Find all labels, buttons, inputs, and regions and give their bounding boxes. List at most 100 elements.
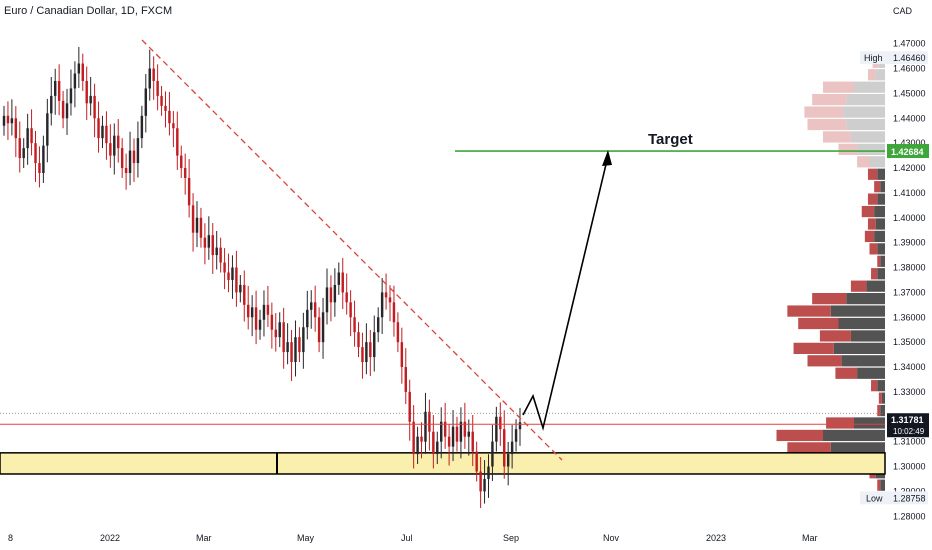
candle-body [254,307,258,330]
price-tick-label: 1.30000 [893,462,926,472]
candle-body [160,95,163,106]
candle-body [420,436,423,442]
candle-body [89,95,92,104]
candle-body [321,312,325,343]
time-tick-label: Jul [401,533,413,543]
vp-down-bar [874,181,881,193]
price-tick-label: 1.43000 [893,138,926,148]
candle-body [18,138,21,159]
vp-up-bar [880,255,885,267]
candle-body [357,332,360,348]
candle-body [514,429,518,442]
candle-body [451,426,455,447]
candle-body [203,237,207,248]
current-price-value: 1.31781 [891,415,924,425]
candle-body [132,150,136,164]
vp-up-bar [854,417,885,429]
candle-body [270,314,274,330]
vp-up-bar [833,342,885,354]
candle-body [349,302,352,318]
candles [2,46,522,509]
price-tick-label: 1.45000 [893,88,926,98]
candle-body [306,309,309,328]
candle-body [235,267,238,293]
candle-body [239,284,242,293]
candle-body [124,168,128,174]
price-axis: 1.47000 1.46000 1.45000 1.44000 1.43000 1.420… [860,39,929,521]
candle-body [392,302,396,323]
high-badge-bg [860,51,928,65]
candle-body [243,284,246,305]
vp-up-bar [881,392,885,404]
vp-down-bar [857,156,870,168]
candle-body [388,297,392,303]
candle-body [101,125,104,139]
vp-up-bar [874,230,885,243]
vp-up-bar [823,429,885,442]
vp-down-bar [871,380,878,392]
candle-body [333,284,337,303]
price-tick-label: 1.42000 [893,163,926,173]
price-tick-label: 1.40000 [893,213,926,223]
vp-up-bar [846,118,885,131]
vp-up-bar [875,69,885,81]
candle-body [65,103,69,119]
candle-body [471,431,474,452]
vp-down-bar [787,442,831,454]
vp-down-bar [877,479,881,491]
candle-body [325,287,329,313]
candle-body [337,272,341,285]
target-price-badge [887,144,929,159]
vp-up-bar [850,131,885,143]
candle-body [97,118,100,139]
vp-down-bar [793,342,834,354]
vp-down-bar [864,230,875,243]
candle-body [341,272,344,293]
vp-down-bar [871,268,878,280]
candle-body [22,148,25,159]
time-tick-label: Mar [802,533,818,543]
candle-body [384,292,388,298]
low-value: 1.28758 [893,493,926,503]
candle-body [258,319,262,330]
candle-body [428,411,431,432]
candle-body [353,317,356,333]
candle-body [187,177,191,206]
candle-body [282,322,285,353]
candle-body [46,113,49,146]
candle-body [412,421,415,455]
time-tick-label: 2023 [706,533,726,543]
vp-down-bar [787,305,831,317]
candle-body [459,421,463,442]
price-tick-label: 1.35000 [893,337,926,347]
candle-body [53,80,57,96]
candle-body [369,342,372,358]
vp-down-bar [823,81,854,93]
vp-down-bar [798,317,839,330]
candle-body [69,88,73,104]
candle-body [199,217,203,238]
vp-up-bar [830,442,885,454]
candle-body [447,436,451,447]
current-price-badge [887,413,929,438]
candle-body [376,317,380,333]
candle-body [313,302,317,318]
candle-body [424,411,427,442]
projection-path [522,155,609,432]
candle-body [503,429,506,467]
vp-down-bar [867,168,878,180]
vp-up-bar [880,181,885,193]
candle-body [294,337,297,363]
candle-body [345,292,348,303]
price-tick-label: 1.34000 [893,362,926,372]
target-label: Target [648,131,693,148]
vp-up-bar [877,193,885,205]
candle-body [113,135,116,156]
price-tick-label: 1.39000 [893,238,926,248]
vp-up-bar [846,94,885,106]
candle-body [278,322,281,338]
vp-up-bar [857,143,885,155]
candle-body [436,441,439,455]
